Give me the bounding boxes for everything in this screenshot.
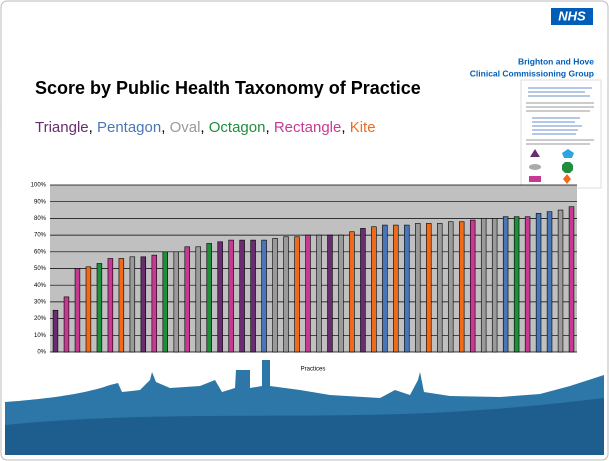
bar — [546, 211, 553, 353]
bar — [415, 223, 421, 353]
legend-separator: , — [341, 119, 349, 136]
bar — [239, 239, 245, 353]
legend-entry: Rectangle — [274, 119, 342, 136]
bar — [63, 296, 70, 353]
y-tick-label: 80% — [34, 216, 47, 222]
bar — [305, 234, 311, 353]
legend-entry: Triangle — [35, 119, 89, 136]
chart-title: Score by Public Health Taxonomy of Pract… — [35, 78, 421, 98]
y-tick-label: 0% — [37, 350, 46, 356]
bar — [173, 251, 179, 353]
bar — [283, 236, 289, 353]
bar — [371, 226, 377, 353]
bar — [85, 266, 92, 353]
bar — [294, 236, 300, 353]
bar — [349, 231, 355, 353]
bar — [107, 258, 114, 353]
bar — [140, 256, 147, 353]
y-tick-label: 90% — [34, 199, 47, 205]
bar — [535, 213, 542, 353]
legend: Triangle, Pentagon, Oval, Octagon, Recta… — [35, 119, 376, 136]
bar — [228, 239, 234, 353]
bar — [524, 216, 531, 353]
nhs-logo: NHS — [558, 8, 586, 23]
bar — [393, 224, 399, 353]
bar — [360, 228, 366, 353]
x-axis-label: Practices — [301, 367, 326, 373]
legend-entry: Pentagon — [97, 119, 161, 136]
bar — [502, 216, 509, 353]
bar — [261, 239, 267, 353]
legend-separator: , — [200, 119, 208, 136]
bar — [118, 258, 125, 353]
bar — [327, 234, 333, 353]
y-tick-label: 50% — [34, 266, 47, 272]
org-name: Brighton and Hove — [518, 56, 594, 66]
y-tick-label: 40% — [34, 283, 47, 289]
bar — [129, 256, 136, 353]
legend-separator: , — [265, 119, 273, 136]
bar — [513, 216, 520, 353]
bar — [437, 223, 443, 353]
thumbnail — [520, 79, 602, 189]
bar — [316, 234, 322, 353]
nhs-logo-box — [551, 8, 593, 25]
bar — [448, 221, 454, 353]
bar — [96, 263, 103, 353]
legend-entry: Kite — [350, 119, 376, 136]
bar — [272, 238, 278, 353]
bar — [459, 221, 465, 353]
bar — [480, 218, 487, 353]
org-name: Clinical Commissioning Group — [470, 68, 594, 78]
bar — [52, 309, 59, 353]
bar — [404, 224, 410, 353]
y-tick-label: 30% — [34, 299, 47, 305]
bar — [162, 251, 168, 353]
bar — [426, 223, 432, 353]
y-tick-label: 10% — [34, 333, 47, 339]
bar — [74, 268, 81, 353]
y-tick-label: 100% — [31, 183, 47, 189]
bar — [206, 243, 212, 353]
y-tick-label: 60% — [34, 249, 47, 255]
y-tick-label: 70% — [34, 233, 47, 239]
bar — [491, 218, 498, 353]
bar — [568, 206, 575, 353]
legend-entry: Octagon — [209, 119, 266, 136]
legend-separator: , — [161, 119, 169, 136]
bar — [469, 219, 476, 353]
bar — [557, 209, 564, 353]
chart: 0% 10% 20% 30% 40% 50% 60% 70% 80% 90% 100% — [31, 183, 577, 356]
bar — [195, 246, 201, 353]
bar — [250, 239, 256, 353]
bar — [151, 254, 158, 353]
y-tick-label: 20% — [34, 316, 47, 322]
bar — [382, 224, 388, 353]
bar — [184, 246, 190, 353]
bar — [217, 241, 223, 353]
skyline-banner — [5, 360, 604, 455]
bar — [338, 234, 344, 353]
legend-separator: , — [89, 119, 97, 136]
legend-entry: Oval — [170, 119, 201, 136]
